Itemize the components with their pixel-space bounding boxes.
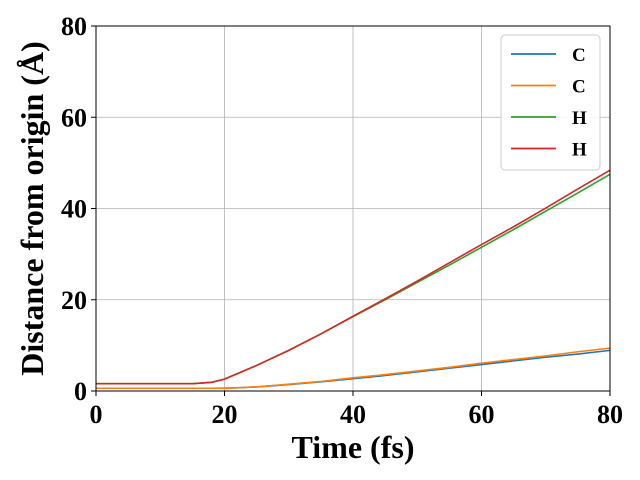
axis-ticks: 0 20 40 60 80 0 20 40 60 80 <box>61 12 623 429</box>
legend-label: H <box>572 108 587 129</box>
x-tick-label: 20 <box>212 400 238 429</box>
legend-box <box>500 34 601 171</box>
y-tick-label: 40 <box>61 195 87 224</box>
legend-label: C <box>572 45 586 66</box>
series-line-4 <box>96 169 611 385</box>
y-tick-label: 0 <box>74 377 87 406</box>
y-tick-label: 60 <box>61 103 87 132</box>
legend-label: C <box>572 77 586 98</box>
y-axis-label: Distance from origin (Å) <box>14 41 50 375</box>
x-tick-label: 80 <box>597 400 623 429</box>
legend-label: H <box>572 140 587 161</box>
x-tick-label: 40 <box>340 400 366 429</box>
y-tick-label: 80 <box>61 12 87 41</box>
series-lines <box>96 169 611 390</box>
x-axis-label: Time (fs) <box>292 429 415 465</box>
y-tick-label: 20 <box>61 286 87 315</box>
series-line-2 <box>96 347 611 390</box>
x-tick-label: 0 <box>90 400 103 429</box>
x-tick-label: 60 <box>469 400 495 429</box>
